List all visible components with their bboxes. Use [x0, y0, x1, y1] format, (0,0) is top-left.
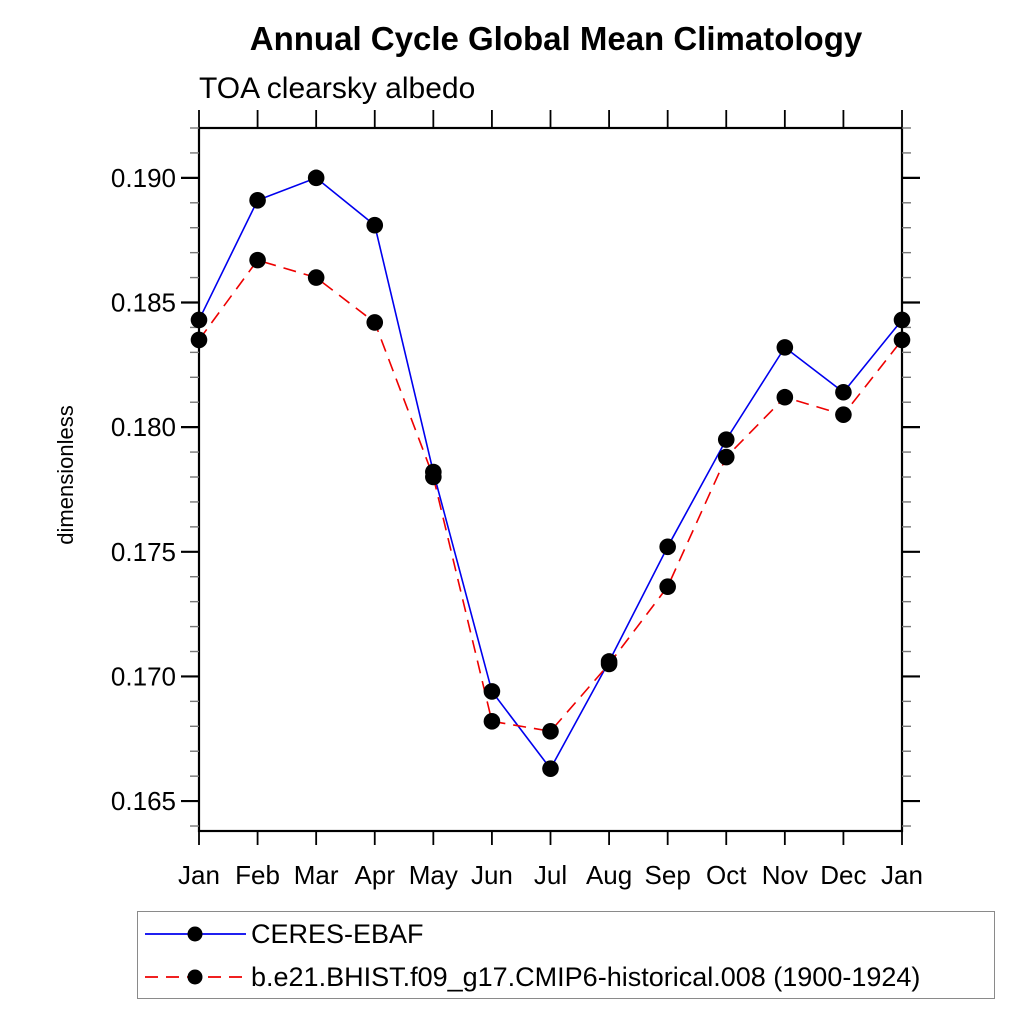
x-tick-label: Jan — [178, 860, 220, 890]
x-tick-label: May — [409, 860, 458, 890]
data-point-series-0 — [659, 538, 676, 556]
data-point-series-1 — [893, 331, 911, 349]
legend-marker-dot — [187, 969, 203, 985]
y-tick-label: 0.180 — [111, 412, 176, 442]
series-line-1 — [198, 259, 903, 733]
y-tick-label: 0.185 — [111, 288, 176, 318]
data-point-series-1 — [366, 314, 384, 331]
data-point-series-1 — [600, 655, 618, 673]
legend-label-model: b.e21.BHIST.f09_g17.CMIP6-historical.008… — [251, 961, 921, 992]
data-point-series-1 — [190, 331, 208, 349]
legend-dashed-line-swatch — [145, 969, 246, 985]
x-tick-label: Jul — [534, 860, 567, 890]
data-point-series-1 — [542, 722, 559, 740]
data-point-series-0 — [776, 339, 794, 356]
legend-item-ceres-ebaf: CERES-EBAF — [143, 919, 424, 949]
data-point-series-0 — [249, 191, 266, 209]
y-tick-label: 0.165 — [111, 786, 176, 816]
data-point-series-0 — [835, 383, 852, 401]
x-tick-label: Oct — [706, 860, 747, 890]
legend-item-model: b.e21.BHIST.f09_g17.CMIP6-historical.008… — [143, 962, 920, 992]
data-point-series-0 — [542, 760, 559, 777]
data-point-series-1 — [483, 713, 501, 730]
data-point-series-1 — [835, 406, 852, 423]
y-tick-label: 0.175 — [111, 537, 176, 567]
legend-label-ceres-ebaf: CERES-EBAF — [251, 918, 424, 949]
data-point-series-1 — [249, 251, 266, 269]
x-tick-label: Mar — [294, 860, 339, 890]
x-tick-label: Jan — [881, 860, 923, 890]
x-tick-label: Dec — [820, 860, 866, 890]
x-tick-label: Sep — [645, 860, 691, 890]
data-point-series-0 — [307, 169, 325, 187]
data-point-series-1 — [307, 269, 325, 286]
data-point-series-0 — [893, 311, 911, 329]
chart-subtitle: TOA clearsky albedo — [199, 72, 476, 105]
data-point-series-0 — [717, 431, 735, 448]
x-tick-label: Aug — [586, 860, 632, 890]
legend-solid-line-swatch — [145, 926, 246, 942]
data-point-series-1 — [717, 448, 735, 466]
x-tick-label: Nov — [762, 860, 808, 890]
x-tick-label: Feb — [235, 860, 280, 890]
y-tick-label: 0.170 — [111, 661, 176, 691]
data-point-series-0 — [366, 216, 384, 234]
x-tick-label: Jun — [471, 860, 513, 890]
data-point-series-1 — [659, 578, 676, 595]
x-tick-label: Apr — [355, 860, 396, 890]
y-tick-label: 0.190 — [111, 163, 176, 193]
series-line-0 — [198, 176, 903, 771]
chart-title: Annual Cycle Global Mean Climatology — [249, 20, 863, 57]
data-point-series-0 — [190, 311, 208, 329]
data-point-series-1 — [776, 388, 794, 406]
data-point-series-0 — [483, 683, 501, 700]
legend: CERES-EBAF b.e21.BHIST.f09_g17.CMIP6-his… — [137, 911, 995, 999]
legend-marker-dot — [187, 926, 203, 942]
data-point-series-1 — [425, 468, 442, 486]
